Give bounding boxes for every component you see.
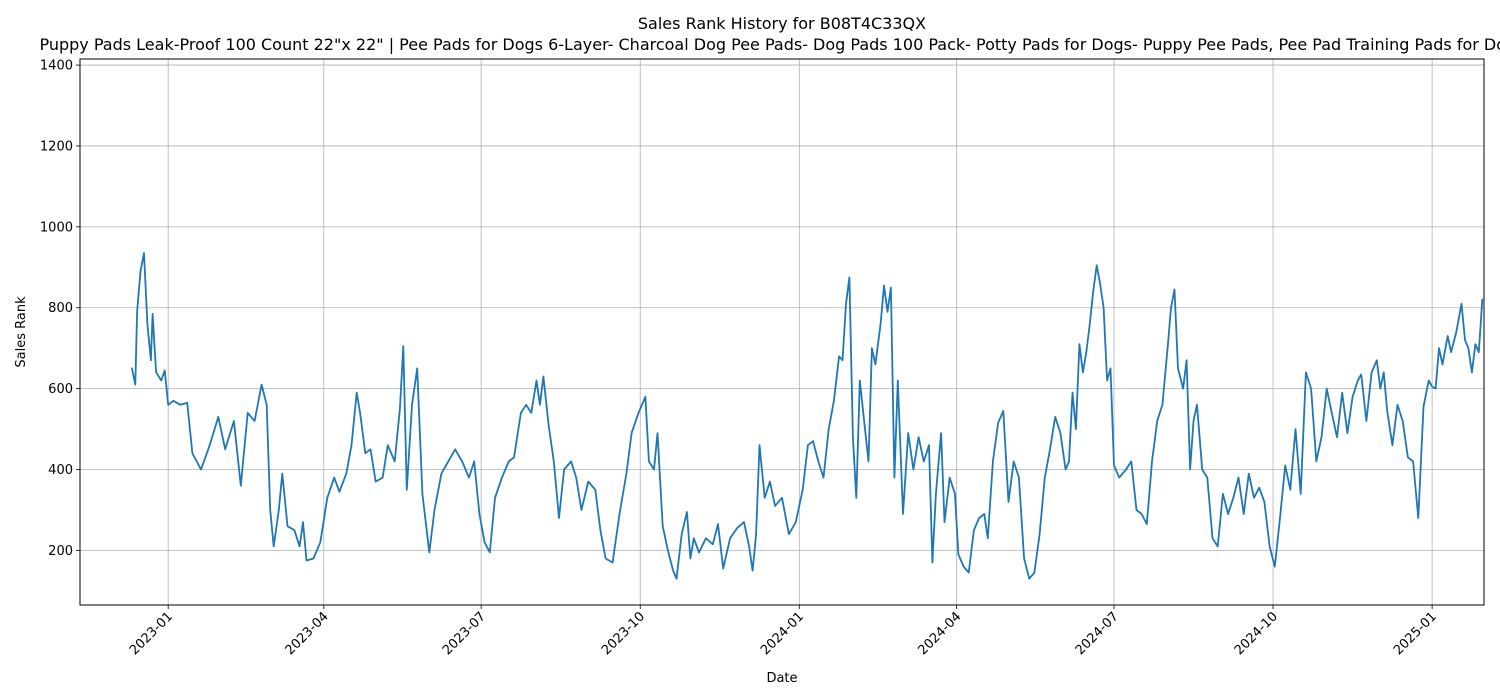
x-tick-label: 2024-04: [915, 609, 964, 658]
x-tick-label: 2023-01: [127, 609, 176, 658]
x-tick-label: 2023-07: [440, 609, 489, 658]
tick-layer: 200 400 600 800 1000 1200 1400 2023-01 2023-04 20…: [40, 59, 1440, 659]
chart-title: Sales Rank History for B08T4C33QX: [638, 14, 926, 33]
x-tick-label: 2025-01: [1391, 609, 1440, 658]
x-tick-label: 2023-04: [283, 609, 332, 658]
y-tick-label: 200: [48, 544, 73, 559]
x-tick-label: 2023-10: [599, 609, 648, 658]
x-axis-label: Date: [766, 671, 797, 686]
x-tick-label: 2024-10: [1232, 609, 1281, 658]
y-tick-label: 1200: [40, 139, 73, 154]
y-tick-label: 1000: [40, 220, 73, 235]
y-tick-label: 800: [48, 301, 73, 316]
y-tick-label: 400: [48, 463, 73, 478]
series-line-layer: [132, 253, 1482, 579]
grid-lines: [80, 59, 1484, 605]
chart-subtitle: Puppy Pads Leak-Proof 100 Count 22"x 22"…: [39, 35, 1500, 54]
y-tick-label: 1400: [40, 59, 73, 74]
y-axis-label: Sales Rank: [14, 296, 29, 368]
series-line-sales-rank: [132, 253, 1482, 579]
y-tick-label: 600: [48, 382, 73, 397]
x-tick-label: 2024-01: [758, 609, 807, 658]
x-tick-label: 2024-07: [1073, 609, 1122, 658]
